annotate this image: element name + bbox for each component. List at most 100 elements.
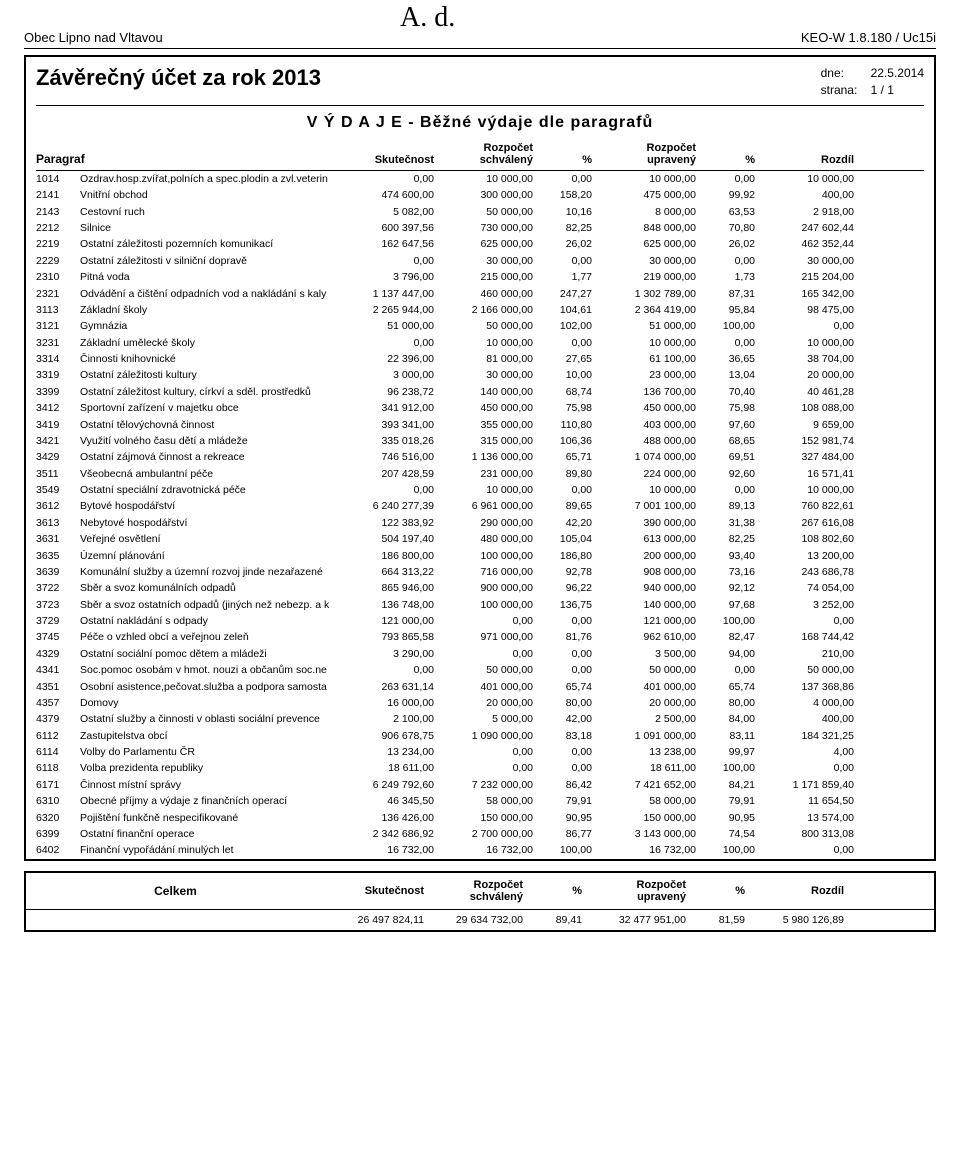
row-code: 6320 bbox=[36, 812, 76, 824]
row-rup: 1 302 789,00 bbox=[596, 288, 696, 300]
row-skut: 6 240 277,39 bbox=[339, 500, 434, 512]
table-row: 3722Sběr a svoz komunálních odpadů865 94… bbox=[36, 580, 924, 596]
row-skut: 136 748,00 bbox=[339, 599, 434, 611]
row-rsch: 0,00 bbox=[438, 648, 533, 660]
table-row: 3121Gymnázia51 000,0050 000,00102,0051 0… bbox=[36, 318, 924, 334]
row-p2: 80,00 bbox=[700, 697, 755, 709]
row-skut: 162 647,56 bbox=[339, 238, 434, 250]
row-skut: 341 912,00 bbox=[339, 402, 434, 414]
row-skut: 16 732,00 bbox=[339, 844, 434, 856]
row-rsch: 1 136 000,00 bbox=[438, 451, 533, 463]
row-p2: 90,95 bbox=[700, 812, 755, 824]
row-code: 3639 bbox=[36, 566, 76, 578]
row-skut: 0,00 bbox=[339, 255, 434, 267]
row-rsch: 30 000,00 bbox=[438, 369, 533, 381]
table-row: 6320Pojištění funkčně nespecifikované136… bbox=[36, 809, 924, 825]
row-rup: 475 000,00 bbox=[596, 189, 696, 201]
row-rozd: 13 200,00 bbox=[759, 550, 854, 562]
row-rsch: 625 000,00 bbox=[438, 238, 533, 250]
row-p1: 136,75 bbox=[537, 599, 592, 611]
dne-value: 22.5.2014 bbox=[871, 66, 924, 80]
table-row: 4379Ostatní služby a činnosti v oblasti … bbox=[36, 711, 924, 727]
table-row: 3613Nebytové hospodářství122 383,92290 0… bbox=[36, 515, 924, 531]
row-name: Základní umělecké školy bbox=[80, 337, 335, 349]
row-name: Ostatní služby a činnosti v oblasti soci… bbox=[80, 713, 335, 725]
row-code: 2321 bbox=[36, 288, 76, 300]
row-skut: 96 238,72 bbox=[339, 386, 434, 398]
sum-col-pct1: % bbox=[527, 885, 582, 897]
table-row: 3419Ostatní tělovýchovná činnost393 341,… bbox=[36, 416, 924, 432]
row-code: 3745 bbox=[36, 631, 76, 643]
table-row: 3635Územní plánování186 800,00100 000,00… bbox=[36, 547, 924, 563]
sum-col-rozdil: Rozdíl bbox=[749, 885, 844, 897]
row-name: Pitná voda bbox=[80, 271, 335, 283]
row-code: 4329 bbox=[36, 648, 76, 660]
row-code: 6399 bbox=[36, 828, 76, 840]
row-p1: 0,00 bbox=[537, 648, 592, 660]
row-skut: 2 100,00 bbox=[339, 713, 434, 725]
row-p2: 92,12 bbox=[700, 582, 755, 594]
row-rsch: 716 000,00 bbox=[438, 566, 533, 578]
table-row: 1014Ozdrav.hosp.zvířat,polních a spec.pl… bbox=[36, 171, 924, 187]
col-pct2: % bbox=[700, 154, 755, 166]
row-p1: 0,00 bbox=[537, 337, 592, 349]
row-rsch: 16 732,00 bbox=[438, 844, 533, 856]
row-name: Ostatní tělovýchovná činnost bbox=[80, 419, 335, 431]
row-p1: 96,22 bbox=[537, 582, 592, 594]
row-p2: 74,54 bbox=[700, 828, 755, 840]
row-code: 3412 bbox=[36, 402, 76, 414]
row-skut: 474 600,00 bbox=[339, 189, 434, 201]
table-row: 6118Volba prezidenta republiky18 611,000… bbox=[36, 760, 924, 776]
row-p2: 31,38 bbox=[700, 517, 755, 529]
row-p1: 0,00 bbox=[537, 615, 592, 627]
row-p2: 100,00 bbox=[700, 320, 755, 332]
row-rsch: 450 000,00 bbox=[438, 402, 533, 414]
row-p2: 26,02 bbox=[700, 238, 755, 250]
row-rup: 1 074 000,00 bbox=[596, 451, 696, 463]
row-p1: 83,18 bbox=[537, 730, 592, 742]
table-row: 6112Zastupitelstva obcí906 678,751 090 0… bbox=[36, 728, 924, 744]
row-rozd: 165 342,00 bbox=[759, 288, 854, 300]
row-p2: 0,00 bbox=[700, 255, 755, 267]
row-skut: 5 082,00 bbox=[339, 206, 434, 218]
subtitle: V Ý D A J E - Běžné výdaje dle paragrafů bbox=[36, 105, 924, 138]
row-rozd: 4,00 bbox=[759, 746, 854, 758]
row-rozd: 0,00 bbox=[759, 762, 854, 774]
row-rup: 8 000,00 bbox=[596, 206, 696, 218]
row-name: Sběr a svoz ostatních odpadů (jiných než… bbox=[80, 599, 335, 611]
row-rsch: 215 000,00 bbox=[438, 271, 533, 283]
sum-col-skutecnost: Skutečnost bbox=[329, 885, 424, 897]
sum-p2: 81,59 bbox=[690, 914, 745, 926]
row-rozd: 10 000,00 bbox=[759, 173, 854, 185]
row-p2: 99,92 bbox=[700, 189, 755, 201]
col-rozdil: Rozdíl bbox=[759, 154, 854, 166]
row-rozd: 2 918,00 bbox=[759, 206, 854, 218]
row-p1: 75,98 bbox=[537, 402, 592, 414]
row-rozd: 267 616,08 bbox=[759, 517, 854, 529]
row-skut: 0,00 bbox=[339, 337, 434, 349]
row-p1: 1,77 bbox=[537, 271, 592, 283]
row-rozd: 137 368,86 bbox=[759, 681, 854, 693]
row-code: 3612 bbox=[36, 500, 76, 512]
row-skut: 335 018,26 bbox=[339, 435, 434, 447]
row-rup: 18 611,00 bbox=[596, 762, 696, 774]
strana-value: 1 / 1 bbox=[871, 83, 894, 97]
row-rsch: 100 000,00 bbox=[438, 550, 533, 562]
row-p2: 82,25 bbox=[700, 533, 755, 545]
row-name: Ostatní záležitosti kultury bbox=[80, 369, 335, 381]
row-rup: 224 000,00 bbox=[596, 468, 696, 480]
row-rup: 613 000,00 bbox=[596, 533, 696, 545]
row-rozd: 40 461,28 bbox=[759, 386, 854, 398]
row-rup: 200 000,00 bbox=[596, 550, 696, 562]
table-row: 2143Cestovní ruch5 082,0050 000,0010,168… bbox=[36, 204, 924, 220]
row-p2: 0,00 bbox=[700, 664, 755, 676]
row-p1: 100,00 bbox=[537, 844, 592, 856]
row-p1: 0,00 bbox=[537, 484, 592, 496]
row-name: Soc.pomoc osobám v hmot. nouzi a občanům… bbox=[80, 664, 335, 676]
table-row: 2310Pitná voda3 796,00215 000,001,77219 … bbox=[36, 269, 924, 285]
row-name: Komunální služby a územní rozvoj jinde n… bbox=[80, 566, 335, 578]
row-p1: 186,80 bbox=[537, 550, 592, 562]
row-skut: 6 249 792,60 bbox=[339, 779, 434, 791]
row-rsch: 730 000,00 bbox=[438, 222, 533, 234]
row-name: Ostatní zájmová činnost a rekreace bbox=[80, 451, 335, 463]
